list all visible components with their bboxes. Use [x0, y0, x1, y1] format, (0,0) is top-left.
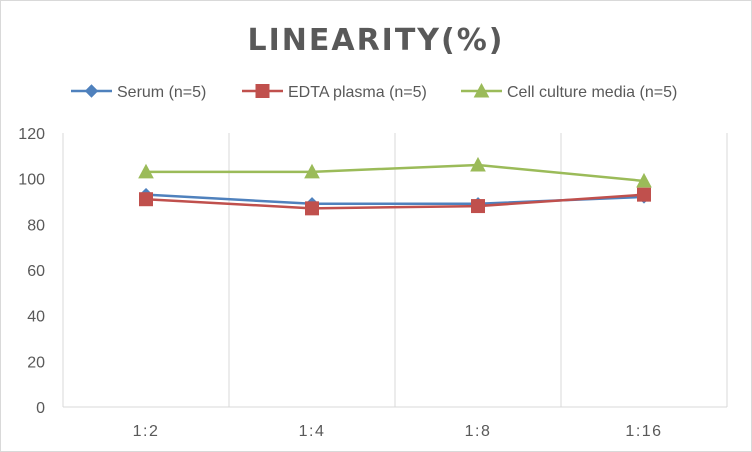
chart-title: LINEARITY(%)	[247, 23, 504, 58]
data-point	[637, 187, 651, 202]
y-tick-label: 40	[27, 309, 45, 326]
legend-label: Serum (n=5)	[117, 84, 206, 101]
data-point	[471, 199, 485, 214]
data-point	[138, 163, 154, 179]
legend: Serum (n=5) EDTA plasma (n=5) Cell culture…	[71, 82, 677, 101]
y-tick-label: 80	[27, 217, 45, 234]
data-point	[139, 192, 153, 207]
series-line	[146, 163, 645, 183]
data-point	[636, 172, 652, 188]
legend-label: Cell culture media (n=5)	[507, 84, 677, 101]
legend-marker	[255, 84, 270, 98]
x-tick-label: 1:4	[299, 423, 326, 440]
x-tick-label: 1:8	[465, 423, 492, 440]
data-point	[304, 163, 320, 179]
y-tick-label: 60	[27, 263, 45, 280]
legend-marker	[84, 84, 99, 98]
legend-label: EDTA plasma (n=5)	[288, 84, 427, 101]
x-tick-label: 1:16	[625, 423, 662, 440]
plot-area: 0 20 40 60 80 100 120 1:2 1:4 1:8 1:16	[18, 126, 728, 440]
y-tick-label: 120	[18, 126, 45, 143]
y-tick-label: 20	[27, 354, 45, 371]
x-tick-label: 1:2	[133, 423, 160, 440]
y-tick-label: 100	[18, 172, 45, 189]
data-point	[305, 201, 319, 216]
series-line	[145, 193, 645, 210]
data-point	[470, 156, 486, 172]
y-tick-label: 0	[36, 400, 45, 417]
legend-marker	[473, 82, 490, 98]
